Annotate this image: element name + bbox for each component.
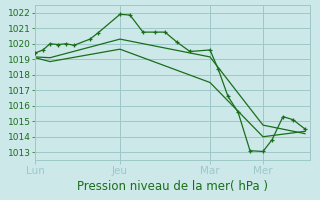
X-axis label: Pression niveau de la mer( hPa ): Pression niveau de la mer( hPa ) bbox=[77, 180, 268, 193]
